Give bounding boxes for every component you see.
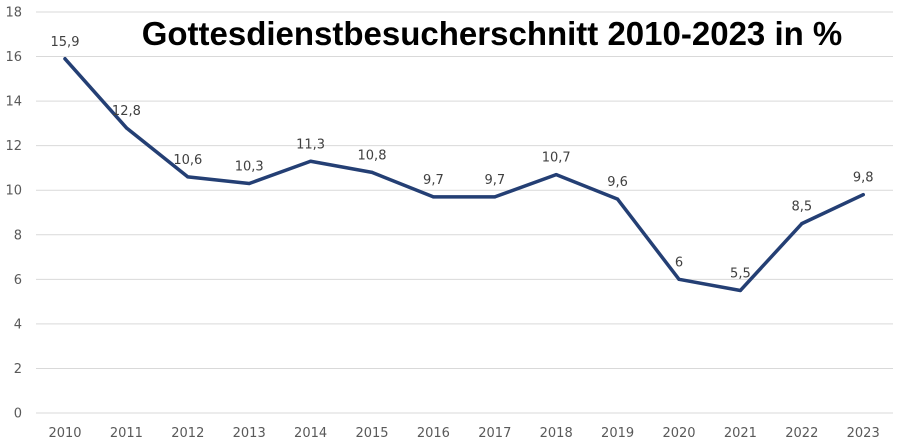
x-tick-label: 2011 <box>110 426 143 441</box>
data-label: 9,8 <box>853 171 874 186</box>
x-axis-ticks: 2010 2011 2012 2013 2014 2015 2016 2017 2018 2019… <box>48 426 879 441</box>
y-tick-label: 14 <box>5 95 22 110</box>
data-label: 11,3 <box>296 137 325 152</box>
data-point <box>493 195 497 199</box>
y-tick-label: 10 <box>5 184 22 199</box>
y-tick-label: 8 <box>14 228 22 243</box>
y-tick-label: 16 <box>5 50 22 65</box>
data-label: 10,8 <box>358 148 387 163</box>
data-point <box>861 193 865 197</box>
data-label: 10,3 <box>235 160 264 175</box>
x-tick-label: 2017 <box>478 426 511 441</box>
series-layer <box>63 57 865 293</box>
data-label: 15,9 <box>51 35 80 50</box>
data-point <box>309 159 313 163</box>
x-tick-label: 2014 <box>294 426 327 441</box>
data-labels: 15,9 12,8 10,6 10,3 11,3 10,8 9,7 9,7 10,7 9,6 6 5,… <box>51 35 874 282</box>
x-tick-label: 2016 <box>417 426 450 441</box>
data-label: 10,7 <box>542 151 571 166</box>
series-line <box>63 57 865 293</box>
data-label: 12,8 <box>112 104 141 119</box>
data-point <box>247 181 251 186</box>
y-tick-label: 4 <box>14 317 22 332</box>
data-point <box>186 175 190 179</box>
data-point <box>616 197 620 201</box>
x-tick-label: 2012 <box>171 426 204 441</box>
x-tick-label: 2018 <box>540 426 573 441</box>
x-tick-label: 2015 <box>355 426 388 441</box>
data-label: 6 <box>675 255 683 270</box>
data-label: 8,5 <box>791 200 812 215</box>
y-tick-label: 6 <box>14 273 22 288</box>
data-point <box>431 195 435 199</box>
data-point <box>677 277 681 281</box>
x-tick-label: 2020 <box>662 426 695 441</box>
data-label: 9,6 <box>607 175 628 190</box>
data-point <box>370 170 374 174</box>
x-tick-label: 2010 <box>48 426 81 441</box>
data-point <box>124 126 128 130</box>
y-axis-ticks: 0 2 4 6 8 10 12 14 16 18 <box>5 6 22 422</box>
x-tick-label: 2022 <box>785 426 818 441</box>
x-tick-label: 2013 <box>233 426 266 441</box>
data-point <box>554 173 558 177</box>
data-point <box>800 222 804 226</box>
y-tick-label: 0 <box>14 407 22 422</box>
y-tick-label: 18 <box>5 6 22 21</box>
gridlines <box>36 11 893 414</box>
chart-title: Gottesdienstbesucherschnitt 2010-2023 in… <box>142 15 843 52</box>
data-point <box>63 57 67 61</box>
x-tick-label: 2019 <box>601 426 634 441</box>
data-label: 9,7 <box>484 173 505 188</box>
y-tick-label: 12 <box>5 139 22 154</box>
data-point <box>738 288 743 293</box>
y-tick-label: 2 <box>14 362 22 377</box>
data-label: 9,7 <box>423 173 444 188</box>
data-label: 10,6 <box>173 153 202 168</box>
x-tick-label: 2021 <box>724 426 757 441</box>
data-label: 5,5 <box>730 266 751 281</box>
x-tick-label: 2023 <box>847 426 880 441</box>
